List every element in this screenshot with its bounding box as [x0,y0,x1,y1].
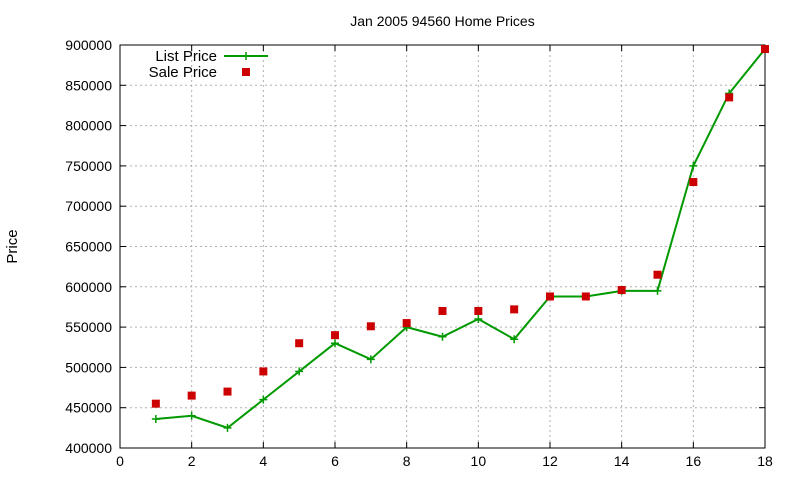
series-layer [151,45,769,432]
data-point [151,399,160,408]
y-tick-label: 850000 [65,77,112,93]
series-list-price [151,45,769,432]
y-tick-label: 700000 [65,198,112,214]
data-point [331,339,339,348]
legend-label: List Price [155,48,217,65]
y-tick-label: 750000 [65,158,112,174]
y-tick-label: 450000 [65,400,112,416]
data-point [366,322,375,331]
data-point [653,286,662,295]
data-point [761,45,769,54]
data-point [223,423,232,432]
data-point [295,339,304,348]
data-point [689,161,698,170]
data-point [689,178,698,187]
data-point [653,270,662,279]
data-point [510,305,519,314]
x-tick-label: 8 [403,453,411,469]
data-point [474,306,483,315]
x-tick-label: 6 [331,453,339,469]
legend-marker [242,52,250,60]
data-point [259,395,268,404]
data-point [581,292,590,301]
y-axis-label: Price [4,229,21,263]
x-tick-label: 14 [614,453,630,469]
x-tick-label: 16 [686,453,702,469]
x-tick-label: 10 [471,453,487,469]
y-tick-label: 650000 [65,239,112,255]
series-line [155,48,766,429]
data-point [474,315,483,324]
y-tick-label: 800000 [65,118,112,134]
x-tick-label: 4 [259,453,267,469]
y-tick-label: 400000 [65,440,112,456]
axis-ticks: 0 2 4 6 8 10 12 14 16 18 400000 450000 500000 550000 6… [65,37,773,469]
data-point [187,411,196,420]
data-point [259,367,268,376]
data-point [223,387,232,396]
data-point [295,367,304,376]
data-point [510,335,519,344]
grid-lines [120,45,765,448]
data-point [438,306,447,315]
legend-marker [242,68,250,76]
data-point [725,93,734,102]
data-point [617,286,626,295]
data-point [546,292,554,301]
x-tick-label: 0 [116,453,124,469]
data-point [438,332,447,341]
x-tick-label: 18 [757,453,773,469]
y-tick-label: 600000 [65,279,112,295]
y-tick-label: 550000 [65,319,112,335]
data-point [187,391,196,400]
series-sale-price [151,45,769,408]
x-tick-label: 2 [188,453,196,469]
data-point [331,331,339,340]
y-tick-label: 500000 [65,359,112,375]
y-tick-label: 900000 [65,37,112,53]
data-point [366,355,375,364]
data-point [402,319,411,328]
data-point [151,414,160,423]
chart-title: Jan 2005 94560 Home Prices [350,13,534,29]
legend-label: Sale Price [149,64,217,81]
x-tick-label: 12 [542,453,558,469]
